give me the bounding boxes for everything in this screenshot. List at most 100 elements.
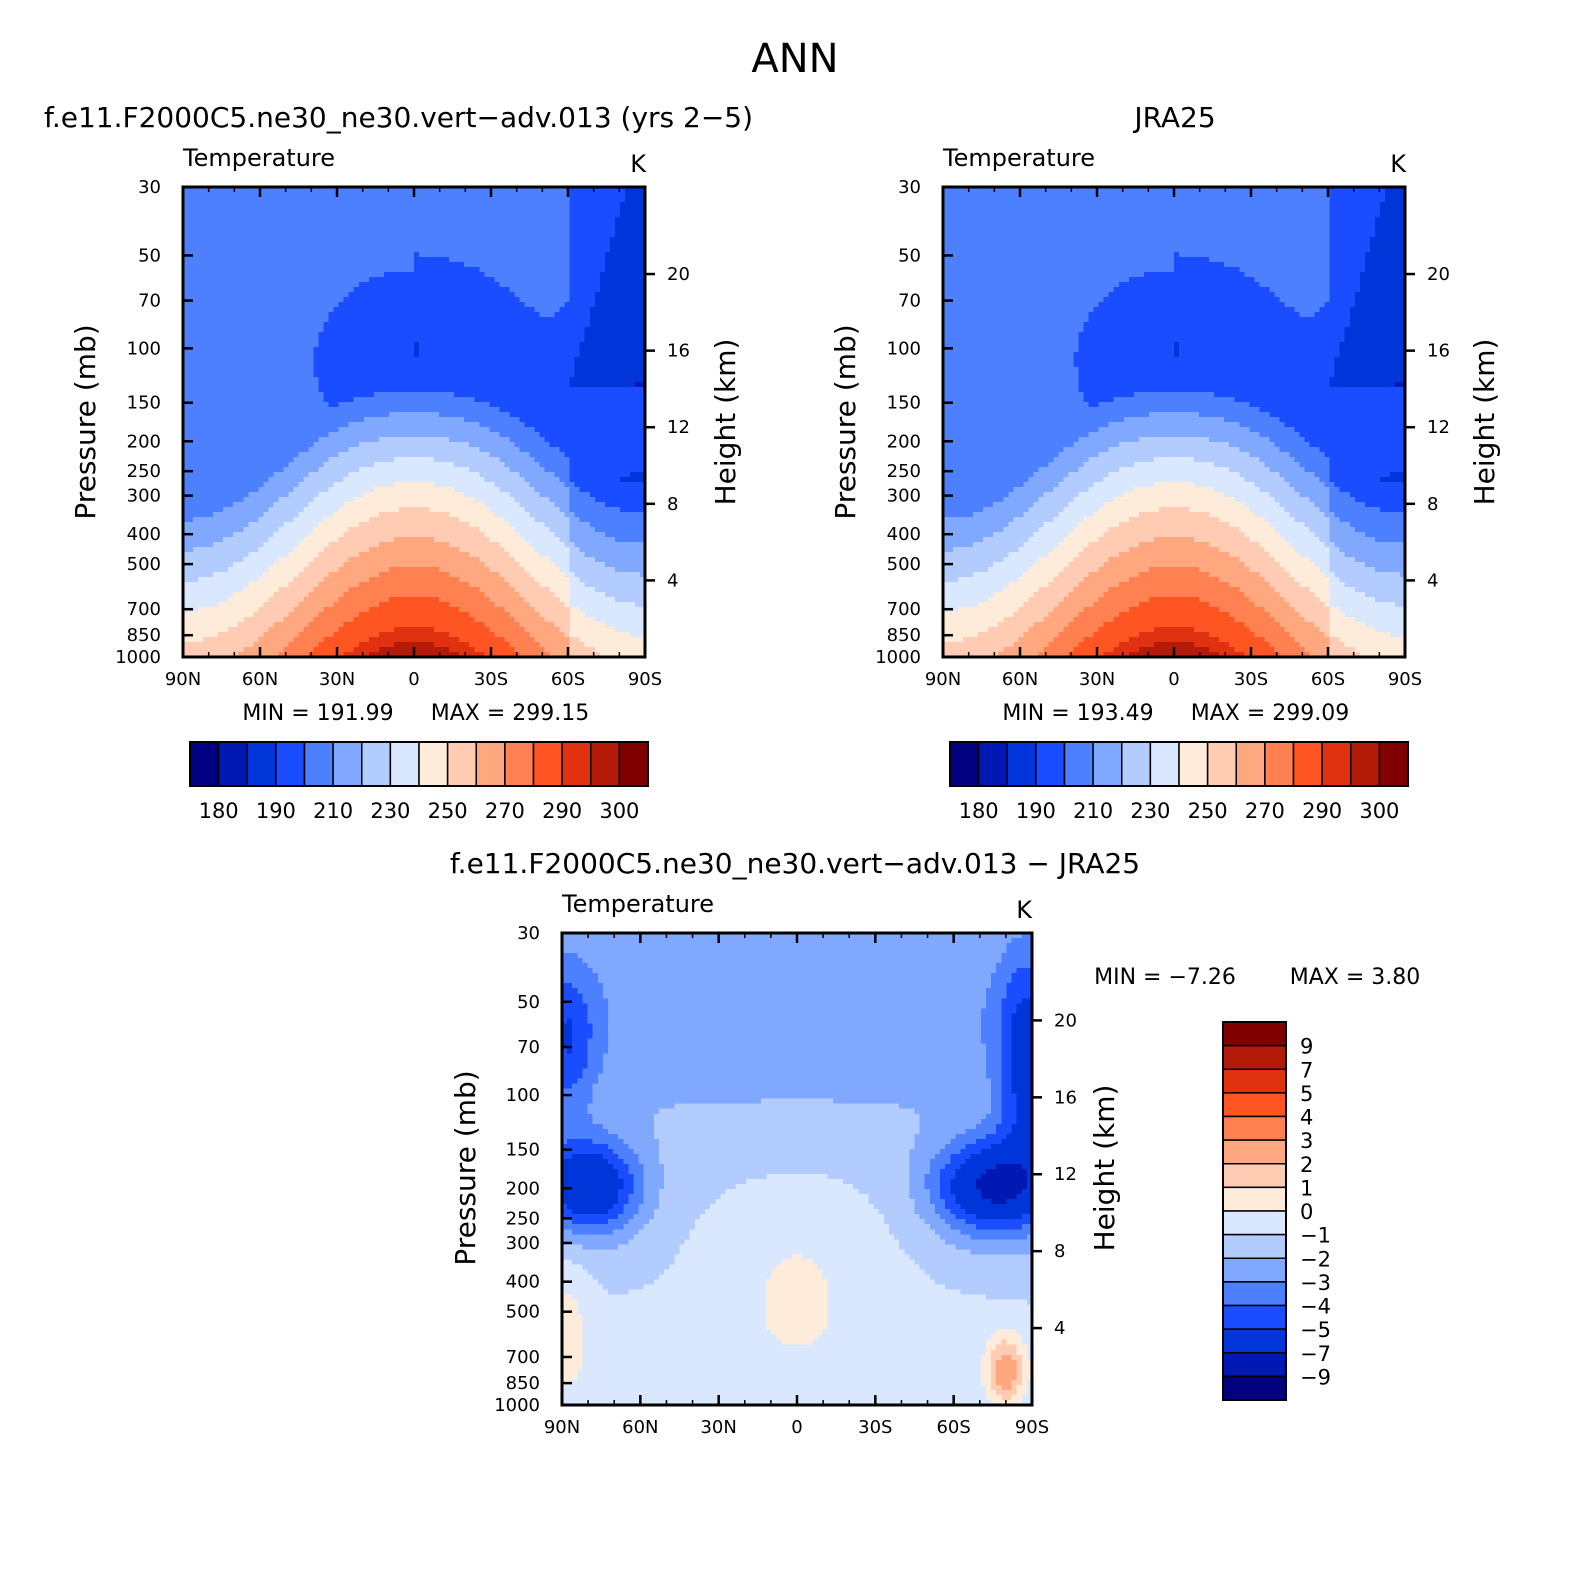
contour-cell <box>388 597 440 603</box>
contour-cell <box>1011 1394 1023 1401</box>
contour-cell <box>607 1023 982 1029</box>
contour-cell <box>562 1369 578 1376</box>
contour-cell <box>579 637 645 643</box>
contour-cell <box>183 427 340 433</box>
contour-cell <box>1033 472 1070 478</box>
contour-cell <box>827 1324 1032 1331</box>
contour-cell <box>1103 477 1245 483</box>
contour-cell <box>1344 337 1405 343</box>
contour-cell <box>572 1259 675 1265</box>
contour-cell <box>1249 537 1286 543</box>
contour-cell <box>562 1098 594 1105</box>
contour-cell <box>1128 277 1255 283</box>
contour-cell <box>1324 542 1336 548</box>
contour-cell <box>909 1148 941 1155</box>
contour-cell <box>1374 567 1405 573</box>
contour-cell <box>253 612 290 618</box>
contour-cell <box>943 502 994 508</box>
contour-cell <box>183 247 571 253</box>
contour-cell <box>183 627 229 633</box>
contour-cell <box>883 1219 926 1225</box>
contour-cell <box>592 1033 609 1040</box>
contour-cell <box>1138 632 1210 638</box>
contour-cell <box>562 943 1008 949</box>
contour-cell <box>509 522 546 528</box>
contour-cell <box>914 1143 946 1150</box>
y-tick-label: 150 <box>887 393 921 414</box>
contour-cell <box>986 1003 1002 1009</box>
contour-cell <box>233 592 274 598</box>
contour-cell <box>524 422 645 428</box>
contour-cell <box>1028 507 1065 513</box>
contour-cell <box>1103 592 1245 598</box>
contour-cell <box>1304 467 1331 473</box>
contour-cell <box>1088 317 1351 323</box>
contour-cell <box>604 252 645 258</box>
contour-cell <box>567 1048 573 1055</box>
contour-cell <box>183 517 194 523</box>
contour-cell <box>1001 1078 1013 1085</box>
contour-cell <box>183 642 254 648</box>
contour-cell <box>943 202 1331 208</box>
contour-cell <box>1209 257 1331 263</box>
contour-cell <box>991 1093 1002 1100</box>
contour-cell <box>991 1088 1002 1095</box>
contour-cell <box>328 487 375 493</box>
colorbar-swatch <box>475 741 506 787</box>
contour-cell <box>183 207 571 213</box>
contour-cell <box>584 337 645 343</box>
colorbar-swatch <box>1063 741 1094 787</box>
contour-cell <box>1038 652 1070 657</box>
contour-cell <box>1038 497 1075 503</box>
contour-cell <box>484 562 521 568</box>
contour-cell <box>1329 592 1366 598</box>
contour-cell <box>766 1284 829 1291</box>
contour-cell <box>720 1194 870 1200</box>
contour-cell <box>1016 1349 1028 1356</box>
contour-cell <box>653 1123 921 1130</box>
contour-cell <box>572 1038 589 1045</box>
contour-cell <box>1329 527 1356 533</box>
contour-cell <box>943 187 1331 193</box>
contour-cell <box>1309 557 1331 563</box>
contour-cell <box>587 1008 609 1014</box>
contour-cell <box>1021 1374 1032 1381</box>
contour-cell <box>183 367 315 373</box>
contour-cell <box>454 487 500 493</box>
contour-cell <box>1234 397 1405 403</box>
contour-cell <box>924 1174 941 1180</box>
contour-cell <box>929 1274 1032 1281</box>
contour-cell <box>602 988 987 994</box>
contour-cell <box>183 297 345 303</box>
contour-cell <box>1284 477 1321 483</box>
y-tick-label: 1000 <box>115 647 161 668</box>
contour-cell <box>1016 1364 1023 1371</box>
contour-cell <box>318 342 415 348</box>
y-axis-right-label: Height (km) <box>1468 339 1501 506</box>
contour-cell <box>973 512 1024 518</box>
contour-cell <box>562 1093 594 1100</box>
contour-cell <box>1334 512 1405 518</box>
contour-cell <box>1026 1379 1032 1386</box>
contour-cell <box>827 1284 946 1291</box>
contour-cell <box>318 582 360 588</box>
contour-cell <box>953 547 1019 553</box>
contour-cell <box>564 602 571 608</box>
contour-cell <box>643 1174 665 1180</box>
contour-cell <box>218 602 264 608</box>
contour-cell <box>1299 312 1316 318</box>
contour-cell <box>909 1163 931 1170</box>
contour-cell <box>383 272 485 278</box>
contour-cell <box>514 442 551 448</box>
contour-cell <box>514 497 551 503</box>
contour-cell <box>509 492 541 498</box>
contour-cell <box>1098 597 1150 603</box>
contour-cell <box>950 1209 967 1215</box>
contour-cell <box>582 1264 670 1271</box>
contour-cell <box>562 1169 619 1175</box>
contour-cell <box>991 983 1008 989</box>
contour-cell <box>991 1369 997 1376</box>
contour-cell <box>619 507 645 513</box>
contour-cell <box>592 1093 992 1100</box>
contour-cell <box>943 457 1055 463</box>
